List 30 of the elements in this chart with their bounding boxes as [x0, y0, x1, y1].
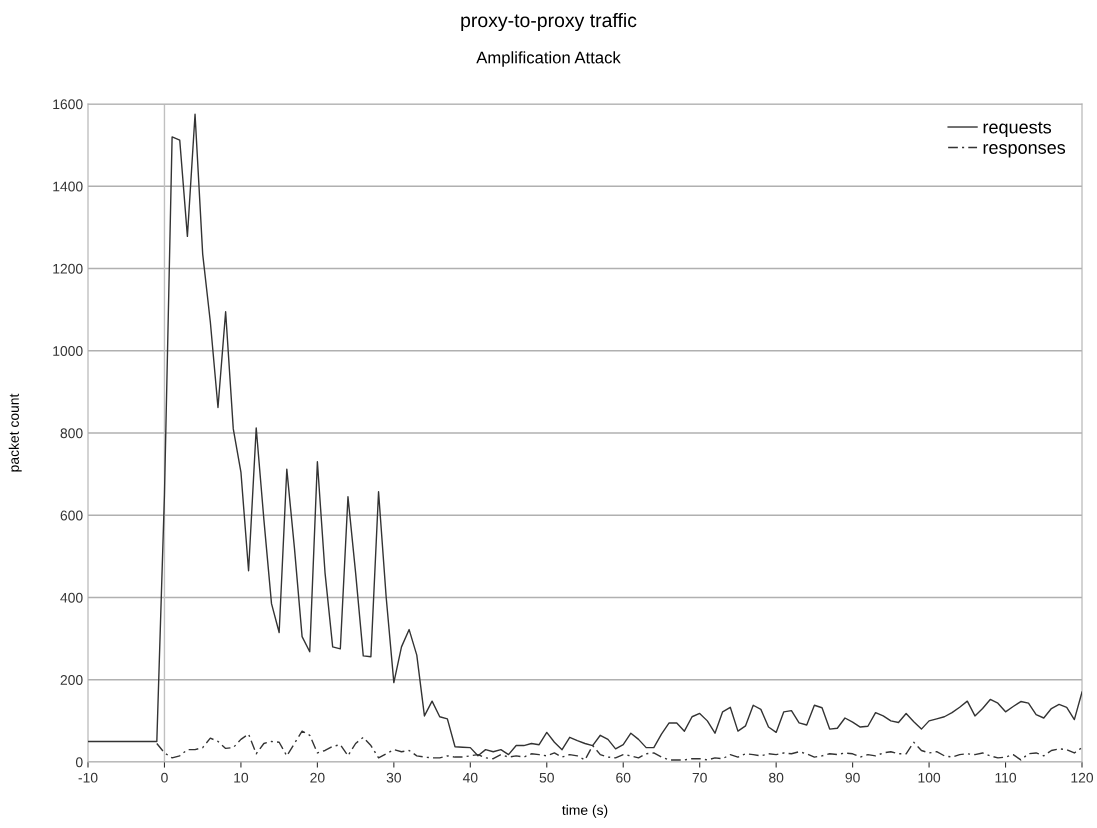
legend-label: requests [983, 121, 1052, 138]
y-tick-label: 1600 [53, 99, 83, 110]
x-tick-label: 10 [234, 772, 249, 783]
x-tick-label: 80 [769, 772, 784, 783]
chart-title: proxy-to-proxy traffic [461, 12, 637, 32]
legend-label: responses [983, 144, 1066, 158]
x-tick-label: 40 [462, 772, 478, 783]
y-axis-title: packet count [8, 393, 22, 472]
y-tick-label: 800 [60, 428, 83, 439]
y-tick-label: 200 [60, 675, 83, 685]
y-tick-label: 400 [60, 592, 83, 603]
x-axis-title: time (s) [562, 804, 608, 818]
x-tick-label: 100 [918, 772, 941, 783]
x-tick-label: 50 [539, 772, 554, 783]
x-tick-label: 20 [310, 772, 325, 783]
x-tick-label: 30 [386, 772, 402, 783]
x-tick-label: 90 [845, 772, 860, 783]
x-tick-label: 70 [692, 772, 707, 783]
chart-subtitle: Amplification Attack [476, 51, 621, 67]
x-tick-label: -10 [78, 772, 98, 783]
x-tick-label: 60 [616, 772, 631, 783]
x-tick-label: 110 [995, 772, 1017, 783]
y-tick-label: 600 [60, 510, 83, 521]
x-tick-label: 0 [161, 772, 168, 783]
y-tick-label: 0 [75, 757, 83, 768]
y-tick-label: 1200 [53, 263, 83, 274]
y-tick-label: 1400 [53, 181, 83, 192]
line-series [88, 113, 1082, 757]
x-tick-label: 120 [1071, 772, 1094, 783]
y-tick-label: 1000 [53, 346, 83, 356]
